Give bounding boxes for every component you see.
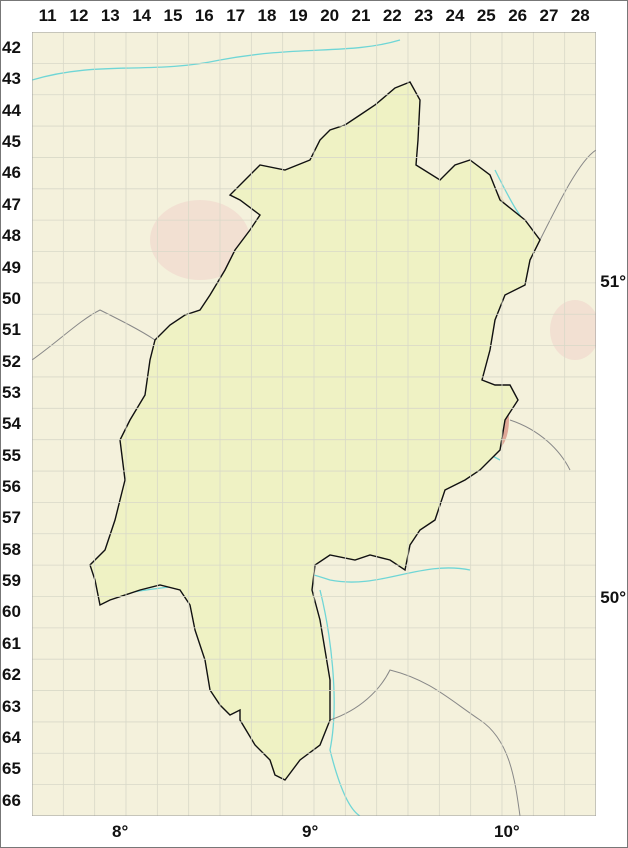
row-label: 53 [2, 382, 21, 402]
row-label: 57 [2, 508, 21, 528]
row-label: 58 [2, 539, 21, 559]
row-label: 56 [2, 477, 21, 497]
row-label: 61 [2, 633, 21, 653]
grid-lines [32, 32, 596, 816]
column-label: 21 [351, 6, 371, 25]
terrain-patch [550, 300, 596, 360]
row-label: 55 [2, 445, 21, 465]
column-label: 12 [69, 6, 89, 25]
latitude-label-51: 51° [600, 272, 626, 291]
row-label: 59 [2, 571, 21, 591]
column-label: 20 [320, 6, 340, 25]
longitude-label-10: 10° [494, 822, 520, 841]
longitude-label-9: 9° [302, 822, 319, 841]
latitude-label-50: 50° [600, 588, 626, 607]
row-label: 49 [2, 257, 21, 277]
column-label: 17 [226, 6, 246, 25]
row-label: 63 [2, 696, 21, 716]
map-canvas[interactable] [32, 32, 596, 816]
row-label: 44 [2, 100, 21, 120]
column-label: 23 [414, 6, 434, 25]
row-label: 43 [2, 69, 21, 89]
column-label: 13 [100, 6, 120, 25]
neighbour-borders [32, 149, 596, 816]
row-label: 65 [2, 759, 21, 779]
row-label: 51 [2, 320, 21, 340]
row-label: 46 [2, 163, 21, 183]
row-label: 48 [2, 226, 21, 246]
column-label: 14 [132, 6, 152, 25]
column-label: 15 [163, 6, 183, 25]
row-label: 64 [2, 727, 21, 747]
column-label: 22 [382, 6, 402, 25]
row-label: 50 [2, 288, 21, 308]
row-label: 54 [2, 414, 21, 434]
row-label: 62 [2, 665, 21, 685]
row-label: 66 [2, 790, 21, 810]
column-label: 24 [445, 6, 465, 25]
row-label: 52 [2, 351, 21, 371]
row-label: 45 [2, 132, 21, 152]
column-label: 25 [476, 6, 496, 25]
column-label: 28 [570, 6, 590, 25]
column-label: 26 [508, 6, 528, 25]
column-label: 19 [288, 6, 308, 25]
row-label: 42 [2, 38, 21, 57]
column-label: 18 [257, 6, 277, 25]
column-label: 11 [38, 6, 57, 25]
column-label: 16 [194, 6, 214, 25]
row-label: 47 [2, 194, 21, 214]
column-label: 27 [539, 6, 559, 25]
longitude-label-8: 8° [112, 822, 129, 841]
row-label: 60 [2, 602, 21, 622]
